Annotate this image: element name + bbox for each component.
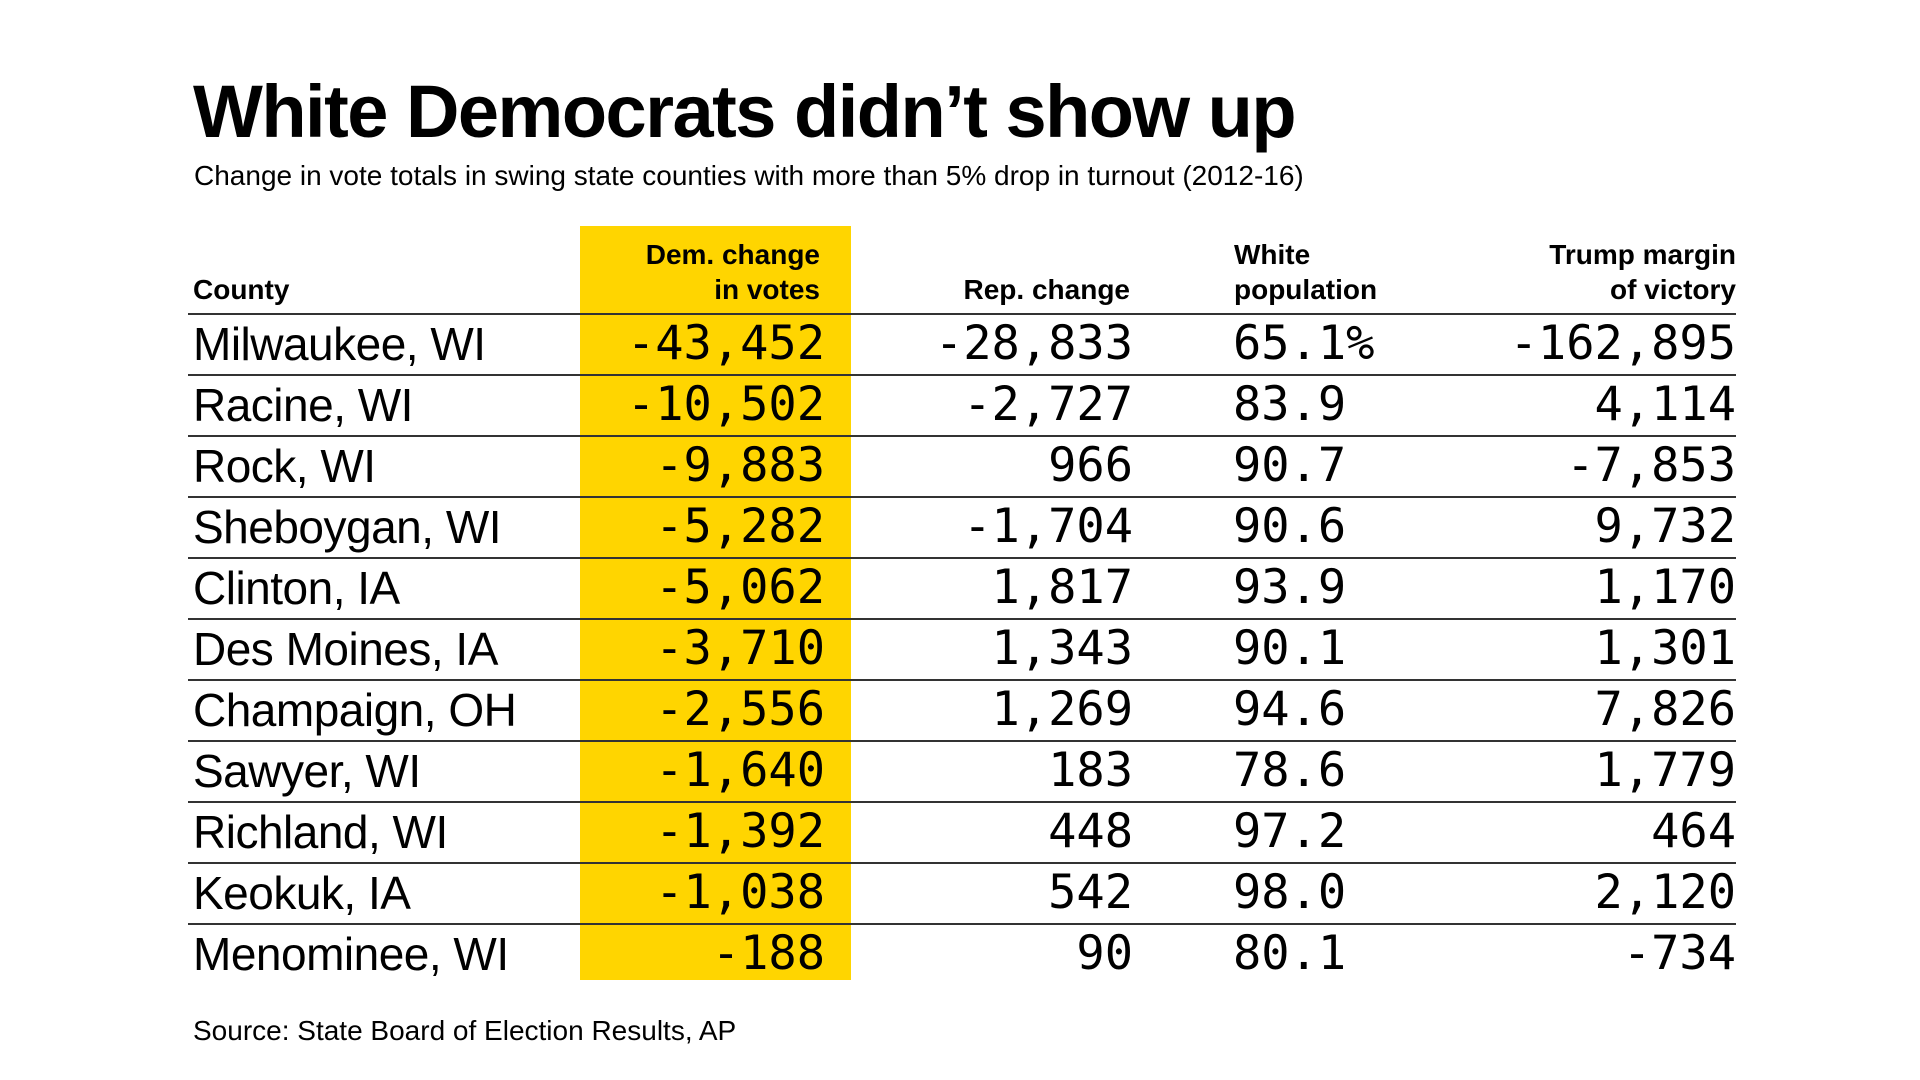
cell-white-pop: 98.0 [1233,865,1347,920]
cell-dem-change: -1,640 [655,743,825,798]
row-divider [188,923,1736,925]
cell-trump-margin: 1,170 [1594,560,1736,615]
cell-dem-change: -188 [711,926,825,981]
header-white-population: White population [1234,237,1377,307]
cell-white-pop: 78.6 [1233,743,1347,798]
cell-dem-change: -5,062 [655,560,825,615]
cell-white-pop: 80.1 [1233,926,1347,981]
header-county-line1: County [193,274,290,305]
cell-rep-change: -2,727 [963,377,1133,432]
cell-rep-change: 448 [1048,804,1133,859]
cell-rep-change: -1,704 [963,499,1133,554]
header-trump-margin-line2: of victory [1609,274,1736,305]
row-divider [188,740,1736,742]
cell-trump-margin: 4,114 [1594,377,1736,432]
header-trump-margin-line1: Trump margin [1549,239,1736,270]
row-divider [188,557,1736,559]
cell-trump-margin: 1,779 [1594,743,1736,798]
cell-dem-change: -3,710 [655,621,825,676]
cell-rep-change: -28,833 [934,316,1133,371]
cell-rep-change: 1,817 [991,560,1133,615]
cell-white-pop: 97.2 [1233,804,1347,859]
cell-county: Rock, WI [193,440,376,492]
cell-dem-change: -5,282 [655,499,825,554]
cell-trump-margin: 2,120 [1594,865,1736,920]
dem-change-column-highlight [580,226,851,980]
row-divider [188,313,1736,315]
header-rep-change: Rep. change [880,272,1130,307]
cell-rep-change: 90 [1076,926,1133,981]
cell-trump-margin: -7,853 [1566,438,1736,493]
row-divider [188,435,1736,437]
cell-white-pop: 83.9 [1233,377,1347,432]
cell-dem-change: -1,392 [655,804,825,859]
cell-trump-margin: -734 [1622,926,1736,981]
row-divider [188,496,1736,498]
cell-county: Keokuk, IA [193,867,411,919]
header-dem-change-line2: in votes [714,274,820,305]
cell-county: Sheboygan, WI [193,501,502,553]
chart-subtitle: Change in vote totals in swing state cou… [194,160,1304,191]
header-rep-change-line1: Rep. change [963,274,1130,305]
cell-white-pop: 90.1 [1233,621,1347,676]
cell-trump-margin: 7,826 [1594,682,1736,737]
cell-county: Richland, WI [193,806,448,858]
cell-white-pop: 65.1% [1233,316,1375,371]
cell-rep-change: 183 [1048,743,1133,798]
header-dem-change: Dem. change in votes [580,237,820,307]
row-divider [188,801,1736,803]
cell-county: Milwaukee, WI [193,318,486,370]
header-white-population-line2: population [1234,274,1378,305]
header-county: County [193,272,289,307]
cell-dem-change: -2,556 [655,682,825,737]
cell-trump-margin: 464 [1651,804,1736,859]
cell-rep-change: 1,343 [991,621,1133,676]
chart-title: White Democrats didn’t show up [193,70,1297,153]
cell-trump-margin: 1,301 [1594,621,1736,676]
row-divider [188,679,1736,681]
cell-county: Clinton, IA [193,562,400,614]
cell-white-pop: 93.9 [1233,560,1347,615]
cell-rep-change: 1,269 [991,682,1133,737]
cell-trump-margin: -162,895 [1509,316,1736,371]
source-note: Source: State Board of Election Results,… [193,1015,737,1046]
cell-trump-margin: 9,732 [1594,499,1736,554]
row-divider [188,374,1736,376]
cell-rep-change: 542 [1048,865,1133,920]
cell-white-pop: 90.6 [1233,499,1347,554]
cell-white-pop: 94.6 [1233,682,1347,737]
header-dem-change-line1: Dem. change [645,239,820,270]
cell-dem-change: -1,038 [655,865,825,920]
cell-dem-change: -10,502 [626,377,825,432]
cell-white-pop: 90.7 [1233,438,1347,493]
cell-dem-change: -43,452 [626,316,825,371]
header-white-population-line1: White [1234,239,1311,270]
row-divider [188,618,1736,620]
cell-county: Des Moines, IA [193,623,498,675]
cell-dem-change: -9,883 [655,438,825,493]
row-divider [188,862,1736,864]
header-trump-margin: Trump margin of victory [1436,237,1736,307]
cell-rep-change: 966 [1048,438,1133,493]
cell-county: Champaign, OH [193,684,517,736]
cell-county: Menominee, WI [193,928,509,980]
cell-county: Racine, WI [193,379,413,431]
cell-county: Sawyer, WI [193,745,421,797]
